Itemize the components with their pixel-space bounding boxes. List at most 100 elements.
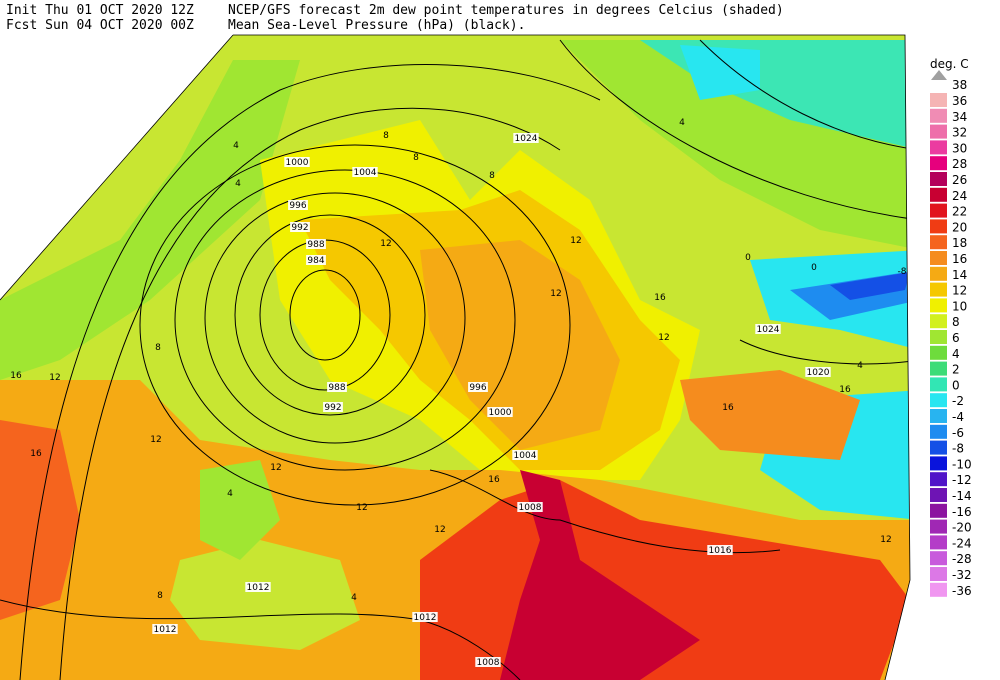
legend-swatch	[930, 314, 947, 329]
dewpoint-label: 16	[722, 403, 734, 413]
isobar-label-bg	[323, 402, 343, 412]
legend-swatch	[930, 93, 947, 107]
isobar-label-bg	[412, 612, 438, 622]
legend-swatch	[930, 440, 947, 455]
legend-label: 14	[952, 268, 967, 282]
legend-label: 30	[952, 141, 967, 155]
isobar-label-bg	[468, 382, 488, 392]
dewpoint-label: 12	[880, 535, 891, 545]
legend-label: 18	[952, 236, 967, 250]
legend-swatch	[930, 361, 947, 376]
legend-swatch	[930, 551, 947, 566]
legend-swatch	[930, 519, 947, 534]
cyan-zone	[680, 45, 760, 100]
legend-label: 16	[952, 252, 967, 266]
isobar-label: 992	[324, 403, 341, 413]
dewpoint-label: 16	[30, 449, 42, 459]
legend-label: 10	[952, 299, 967, 313]
dewpoint-label: 12	[49, 373, 60, 383]
isobar-label-bg	[512, 450, 538, 460]
orange-zone	[680, 370, 860, 460]
map-labels: 1000 1004 996 992 988 984 1024 1024 1020 988 992 99…	[10, 118, 907, 668]
isobar-label-bg	[152, 624, 178, 634]
legend-swatch	[930, 172, 947, 186]
legend-label: 36	[952, 94, 967, 108]
dewpoint-label: 8	[155, 343, 161, 353]
subtitle: Mean Sea-Level Pressure (hPa) (black).	[228, 18, 525, 33]
legend-swatch	[930, 187, 947, 202]
green-zone	[170, 540, 360, 650]
dewpoint-label: 8	[413, 153, 419, 163]
legend-swatch	[930, 503, 947, 518]
isobar-label: 996	[469, 383, 486, 393]
isobar-label-bg	[487, 407, 513, 417]
dewpoint-label: 4	[233, 141, 239, 151]
dewpoint-label: -8	[898, 267, 907, 277]
isobar-label-bg	[513, 133, 539, 143]
legend-label: -14	[952, 489, 972, 503]
isobar-label-bg	[245, 582, 271, 592]
legend-swatch	[930, 377, 947, 392]
isobar-label-bg	[352, 167, 378, 177]
legend: 38363432302826242220181614121086420-2-4-…	[930, 70, 972, 598]
legend-label: 0	[952, 378, 960, 392]
isobar-label: 992	[291, 223, 308, 233]
legend-swatch	[930, 488, 947, 502]
legend-label: 22	[952, 205, 967, 219]
isobar-label: 1008	[519, 503, 542, 513]
legend-swatch	[930, 409, 947, 423]
legend-label: 24	[952, 189, 967, 203]
isobar-label-bg	[755, 324, 781, 334]
blue-zone	[830, 272, 910, 300]
legend-swatch	[930, 330, 947, 344]
isobar-label: 1024	[757, 325, 780, 335]
legend-label: -16	[952, 505, 972, 519]
legend-label: 8	[952, 315, 960, 329]
legend-swatch	[930, 393, 947, 408]
isobar-label: 1012	[154, 625, 177, 635]
dewpoint-label: 12	[150, 435, 161, 445]
legend-label: -20	[952, 521, 972, 535]
dewpoint-label: 12	[570, 236, 581, 246]
dewpoint-label: 4	[235, 179, 241, 189]
dewpoint-label: 12	[434, 525, 445, 535]
legend-swatch	[930, 235, 947, 250]
legend-swatch	[930, 424, 947, 439]
isobar-label-bg	[475, 657, 501, 667]
isobar-label: 988	[328, 383, 345, 393]
legend-swatch	[930, 298, 947, 313]
legend-swatch	[930, 456, 947, 471]
isobar-label-bg	[290, 222, 310, 232]
isobar-label: 1016	[709, 546, 732, 556]
forecast-time: Fcst Sun 04 OCT 2020 00Z	[6, 18, 194, 33]
dewpoint-label: 4	[351, 593, 357, 603]
isobar-label: 1000	[286, 158, 309, 168]
legend-title: deg. C	[930, 57, 969, 71]
legend-label: -24	[952, 536, 972, 550]
legend-label: 6	[952, 331, 960, 345]
isobar-label: 1020	[807, 368, 830, 378]
legend-label: -12	[952, 473, 972, 487]
legend-label: 4	[952, 347, 960, 361]
legend-triangle	[931, 70, 947, 80]
legend-label: 34	[952, 110, 967, 124]
legend-swatch	[930, 567, 947, 581]
legend-label: -2	[952, 394, 964, 408]
map-frame	[0, 34, 911, 680]
legend-label: -10	[952, 457, 972, 471]
legend-label: -36	[952, 584, 972, 598]
dewpoint-label: 16	[488, 475, 500, 485]
legend-label: 32	[952, 126, 967, 140]
green-zone	[0, 60, 300, 380]
isobar-label-bg	[517, 502, 543, 512]
legend-swatch	[930, 203, 947, 218]
isobar-label: 1012	[414, 613, 437, 623]
legend-swatch	[930, 266, 947, 281]
orange-red-zone	[0, 420, 80, 620]
isobar-label-bg	[288, 200, 308, 210]
isobar-label: 1004	[514, 451, 537, 461]
dewpoint-label: 0	[745, 253, 751, 263]
dewpoint-label: 16	[839, 385, 851, 395]
legend-swatch	[930, 282, 947, 297]
